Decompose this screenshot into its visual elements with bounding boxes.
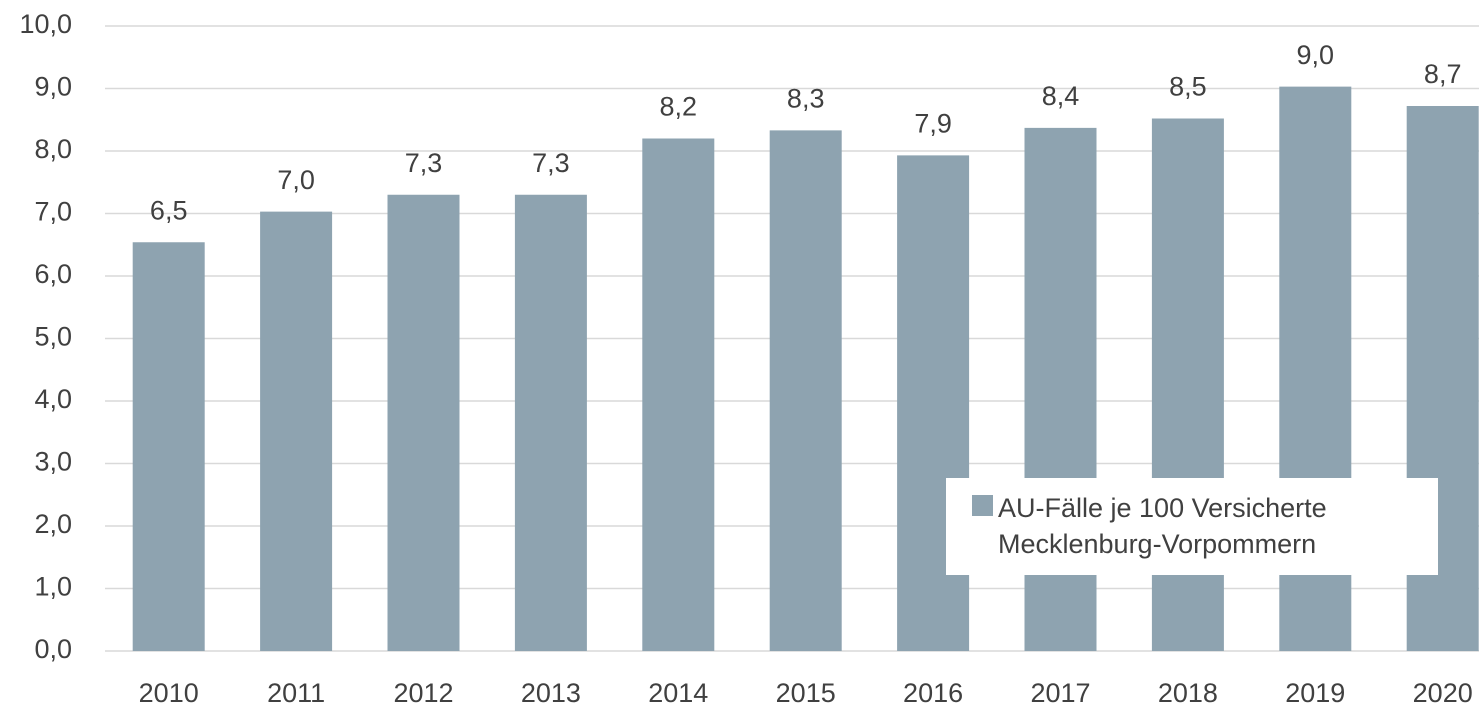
data-label: 7,3 (532, 148, 570, 178)
data-label: 8,5 (1169, 72, 1207, 102)
data-label: 7,9 (914, 109, 952, 139)
bar (897, 155, 970, 651)
y-tick-label: 10,0 (19, 9, 72, 39)
y-tick-label: 9,0 (34, 72, 72, 102)
y-tick-label: 5,0 (34, 322, 72, 352)
x-tick-label: 2017 (1030, 678, 1090, 708)
x-tick-label: 2019 (1285, 678, 1345, 708)
bar (132, 242, 205, 651)
x-tick-label: 2015 (776, 678, 836, 708)
legend: AU-Fälle je 100 Versicherte Mecklenburg-… (946, 478, 1438, 575)
x-tick-label: 2013 (521, 678, 581, 708)
x-tick-label: 2020 (1413, 678, 1473, 708)
y-tick-label: 7,0 (34, 197, 72, 227)
y-tick-label: 2,0 (34, 509, 72, 539)
y-tick-label: 0,0 (34, 634, 72, 664)
data-label: 8,4 (1042, 81, 1080, 111)
bar (260, 211, 333, 651)
bar (769, 130, 842, 651)
y-tick-label: 8,0 (34, 134, 72, 164)
legend-label: AU-Fälle je 100 Versicherte Mecklenburg-… (998, 493, 1327, 559)
y-tick-label: 1,0 (34, 572, 72, 602)
y-tick-label: 3,0 (34, 447, 72, 477)
legend-swatch (972, 495, 993, 516)
data-label: 9,0 (1297, 40, 1335, 70)
y-tick-label: 4,0 (34, 384, 72, 414)
bar (387, 194, 460, 651)
x-tick-label: 2012 (393, 678, 453, 708)
data-label: 8,3 (787, 84, 825, 114)
data-label: 7,3 (405, 148, 443, 178)
data-label: 7,0 (277, 165, 315, 195)
data-label: 8,7 (1424, 59, 1462, 89)
data-label: 8,2 (660, 92, 698, 122)
bar (642, 138, 715, 651)
bar (514, 194, 587, 651)
x-tick-label: 2018 (1158, 678, 1218, 708)
data-label: 6,5 (150, 195, 188, 225)
x-tick-label: 2014 (648, 678, 708, 708)
x-tick-label: 2016 (903, 678, 963, 708)
x-tick-label: 2011 (267, 678, 325, 708)
y-tick-label: 6,0 (34, 259, 72, 289)
x-tick-label: 2010 (139, 678, 199, 708)
